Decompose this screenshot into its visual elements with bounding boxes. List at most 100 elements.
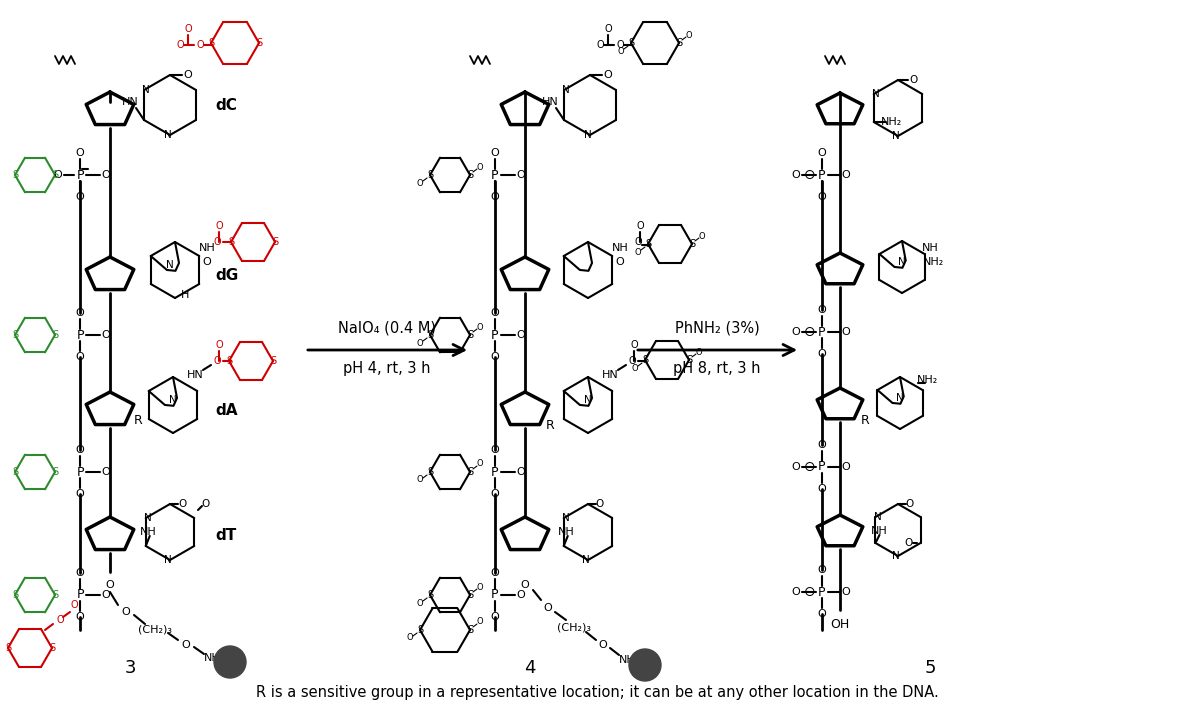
Text: O: O <box>842 327 850 337</box>
Circle shape <box>214 646 246 678</box>
Text: O: O <box>214 237 221 247</box>
Text: dC: dC <box>215 97 236 112</box>
Text: N: N <box>166 260 174 270</box>
Text: S: S <box>467 590 473 600</box>
Text: O: O <box>636 221 644 231</box>
Text: P: P <box>818 461 826 474</box>
Text: O: O <box>214 356 221 366</box>
Text: O: O <box>517 467 525 477</box>
Text: N: N <box>170 395 177 405</box>
Text: O: O <box>616 40 623 50</box>
Text: HN: HN <box>542 97 559 107</box>
Text: P: P <box>491 168 499 181</box>
Text: NH: NH <box>140 527 156 537</box>
Text: P: P <box>76 168 84 181</box>
Text: O: O <box>596 40 604 50</box>
Text: O: O <box>842 587 850 597</box>
Text: N: N <box>898 257 906 267</box>
Text: O: O <box>818 565 826 575</box>
Text: O: O <box>75 568 85 578</box>
Text: O: O <box>105 580 115 590</box>
Text: dA: dA <box>215 402 238 418</box>
Text: S: S <box>689 239 695 249</box>
Text: NH₂: NH₂ <box>917 375 938 385</box>
Text: N: N <box>583 555 590 565</box>
Text: O: O <box>184 70 192 80</box>
Text: O: O <box>491 489 499 499</box>
Text: S: S <box>427 170 433 180</box>
Text: S: S <box>676 38 682 48</box>
Text: P: P <box>491 466 499 479</box>
Text: OH: OH <box>830 618 850 631</box>
Text: O: O <box>75 489 85 499</box>
Text: (CH₂)₃: (CH₂)₃ <box>556 622 591 632</box>
Text: O: O <box>196 40 204 50</box>
Text: pH 4, rt, 3 h: pH 4, rt, 3 h <box>343 361 431 376</box>
Text: S: S <box>467 330 473 340</box>
Text: S: S <box>272 237 278 247</box>
Text: O: O <box>604 70 613 80</box>
Text: S: S <box>51 590 59 600</box>
Text: R: R <box>134 413 142 426</box>
Text: S: S <box>685 355 693 365</box>
Text: 5: 5 <box>924 659 936 677</box>
Text: O: O <box>696 348 702 356</box>
Text: ⊖: ⊖ <box>805 460 816 474</box>
Text: O: O <box>491 192 499 202</box>
Text: O: O <box>635 248 641 256</box>
Text: O: O <box>517 590 525 600</box>
Text: S: S <box>51 170 59 180</box>
Text: O: O <box>818 609 826 619</box>
Text: S: S <box>49 643 55 653</box>
Text: R: R <box>546 418 554 431</box>
Text: O: O <box>476 582 484 592</box>
Text: O: O <box>910 75 918 85</box>
Text: ⊖: ⊖ <box>805 325 816 339</box>
Text: O: O <box>417 475 424 485</box>
Text: O: O <box>122 607 130 617</box>
Text: S: S <box>51 330 59 340</box>
Text: O: O <box>201 499 209 509</box>
Text: O: O <box>476 459 484 469</box>
Text: O: O <box>75 352 85 362</box>
Text: NaIO₄ (0.4 M): NaIO₄ (0.4 M) <box>338 320 436 336</box>
Text: O: O <box>818 148 826 158</box>
Text: HN: HN <box>186 370 203 380</box>
Text: ⊖: ⊖ <box>805 168 816 182</box>
Text: O: O <box>517 330 525 340</box>
Text: NH: NH <box>872 526 888 536</box>
Text: O: O <box>616 257 624 267</box>
Text: S: S <box>208 38 214 48</box>
Text: S: S <box>51 467 59 477</box>
Text: P: P <box>76 588 84 601</box>
Text: O: O <box>491 445 499 455</box>
Text: O: O <box>491 568 499 578</box>
Text: O: O <box>517 170 525 180</box>
Text: O: O <box>75 192 85 202</box>
Text: O: O <box>698 232 706 240</box>
Text: S: S <box>256 38 261 48</box>
Text: O: O <box>417 179 424 187</box>
Text: NH: NH <box>922 243 938 253</box>
Text: O: O <box>617 47 624 55</box>
Text: O: O <box>181 640 190 650</box>
Text: O: O <box>407 634 413 642</box>
Text: O: O <box>101 170 110 180</box>
Text: NH: NH <box>558 527 574 537</box>
Text: S: S <box>12 330 18 340</box>
Text: O: O <box>101 590 110 600</box>
Text: N: N <box>143 513 152 523</box>
Text: R: R <box>861 413 869 426</box>
Text: NH: NH <box>198 243 215 253</box>
Text: HN: HN <box>122 97 139 107</box>
Text: O: O <box>904 538 912 548</box>
Text: O: O <box>792 587 800 597</box>
Text: pH 8, rt, 3 h: pH 8, rt, 3 h <box>673 361 761 376</box>
Text: O: O <box>632 364 639 372</box>
Text: O: O <box>792 462 800 472</box>
Text: P: P <box>491 328 499 341</box>
Text: O: O <box>417 598 424 608</box>
Text: S: S <box>12 467 18 477</box>
Text: N: N <box>562 513 570 523</box>
Text: ⊖: ⊖ <box>805 585 816 599</box>
